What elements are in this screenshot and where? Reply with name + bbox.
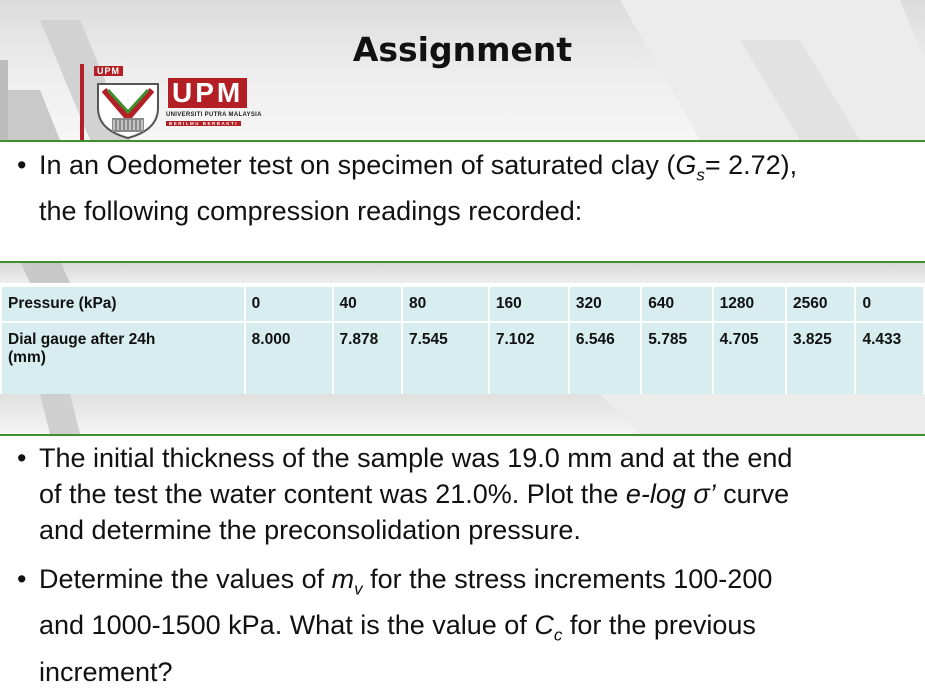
q1-line1: The initial thickness of the sample was …	[39, 443, 793, 473]
dial-cell: 4.433	[854, 321, 925, 401]
page-title: Assignment	[352, 30, 573, 69]
question2-text: Determine the values of mv for the stres…	[39, 561, 772, 690]
logo-small-text: UPM	[94, 66, 123, 76]
pressure-cell: 2560	[784, 285, 857, 323]
q2-line2-pre: and 1000-1500 kPa. What is the value of	[39, 610, 535, 641]
dial-cell: 8.000	[243, 321, 334, 401]
dial-cell: 4.705	[711, 321, 788, 401]
compression-readings-table: Pressure (kPa) 0 40 80 160 320 640 1280 …	[0, 285, 925, 401]
q2-line2-post: for the previous	[562, 610, 756, 641]
mv-symbol: m	[331, 564, 355, 594]
upm-logo: UPM UPM UNIVERSITI PUTRA MALAYSIA BERILM…	[80, 64, 265, 140]
q2-line1-pre: Determine the values of	[39, 564, 332, 594]
pressure-cell: 1280	[711, 285, 788, 323]
pressure-cell: 0	[854, 285, 925, 323]
q1-line3: and determine the preconsolidation press…	[39, 515, 581, 545]
dial-cell: 5.785	[640, 321, 714, 401]
bullet-dot: •	[17, 443, 27, 473]
dial-label-line2: (mm)	[8, 349, 46, 366]
dial-cell: 7.545	[400, 321, 490, 401]
pressure-cell: 80	[400, 285, 490, 323]
intro-text: In an Oedometer test on specimen of satu…	[39, 147, 797, 229]
gs-subscript: s	[696, 165, 705, 185]
bullet-dot: •	[17, 150, 27, 180]
divider-line	[0, 140, 925, 142]
cc-subscript: c	[553, 625, 563, 645]
divider-line	[0, 434, 925, 436]
q1-line2-post: curve	[715, 479, 790, 509]
dial-cell: 7.102	[487, 321, 570, 401]
q1-curve-name: e-log σ’	[625, 479, 716, 509]
intro-line1-post: = 2.72),	[704, 150, 798, 180]
divider-line	[0, 261, 925, 263]
pressure-cell: 160	[487, 285, 570, 323]
table-header-band	[0, 261, 925, 283]
lower-decoration	[40, 394, 925, 434]
dial-cell: 3.825	[784, 321, 857, 401]
pressure-cell: 320	[567, 285, 643, 323]
mid-decoration	[20, 261, 70, 283]
shield-emblem-icon	[97, 83, 159, 140]
dial-label-line1: Dial gauge after 24h	[8, 331, 156, 348]
table-row-dial-gauge: Dial gauge after 24h (mm) 8.000 7.878 7.5…	[0, 321, 925, 401]
university-name: UNIVERSITI PUTRA MALAYSIA	[166, 112, 262, 118]
intro-line1-pre: In an Oedometer test on specimen of satu…	[39, 150, 676, 180]
q1-line2-pre: of the test the water content was 21.0%.…	[39, 479, 626, 509]
dial-cell: 7.878	[331, 321, 403, 401]
intro-line2: the following compression readings recor…	[39, 196, 583, 227]
mv-subscript: v	[354, 579, 363, 599]
red-vertical-bar	[80, 64, 84, 140]
table-row-pressure: Pressure (kPa) 0 40 80 160 320 640 1280 …	[0, 285, 925, 323]
q2-line1-post: for the stress increments 100-200	[362, 564, 773, 594]
pressure-cell: 640	[640, 285, 714, 323]
dial-gauge-label: Dial gauge after 24h (mm)	[0, 321, 246, 401]
pressure-cell: 0	[243, 285, 334, 323]
gs-symbol: G	[675, 150, 697, 180]
dial-cell: 6.546	[567, 321, 643, 401]
lower-band	[0, 394, 925, 434]
pressure-cell: 40	[331, 285, 403, 323]
logo-big-text: UPM	[168, 78, 248, 108]
question1-text: The initial thickness of the sample was …	[39, 440, 792, 548]
university-motto: BERILMU BERBAKTI	[166, 121, 241, 126]
pressure-label: Pressure (kPa)	[0, 285, 246, 323]
q2-line3: increment?	[39, 656, 173, 687]
bullet-dot: •	[17, 564, 27, 594]
cc-symbol: C	[534, 610, 554, 641]
